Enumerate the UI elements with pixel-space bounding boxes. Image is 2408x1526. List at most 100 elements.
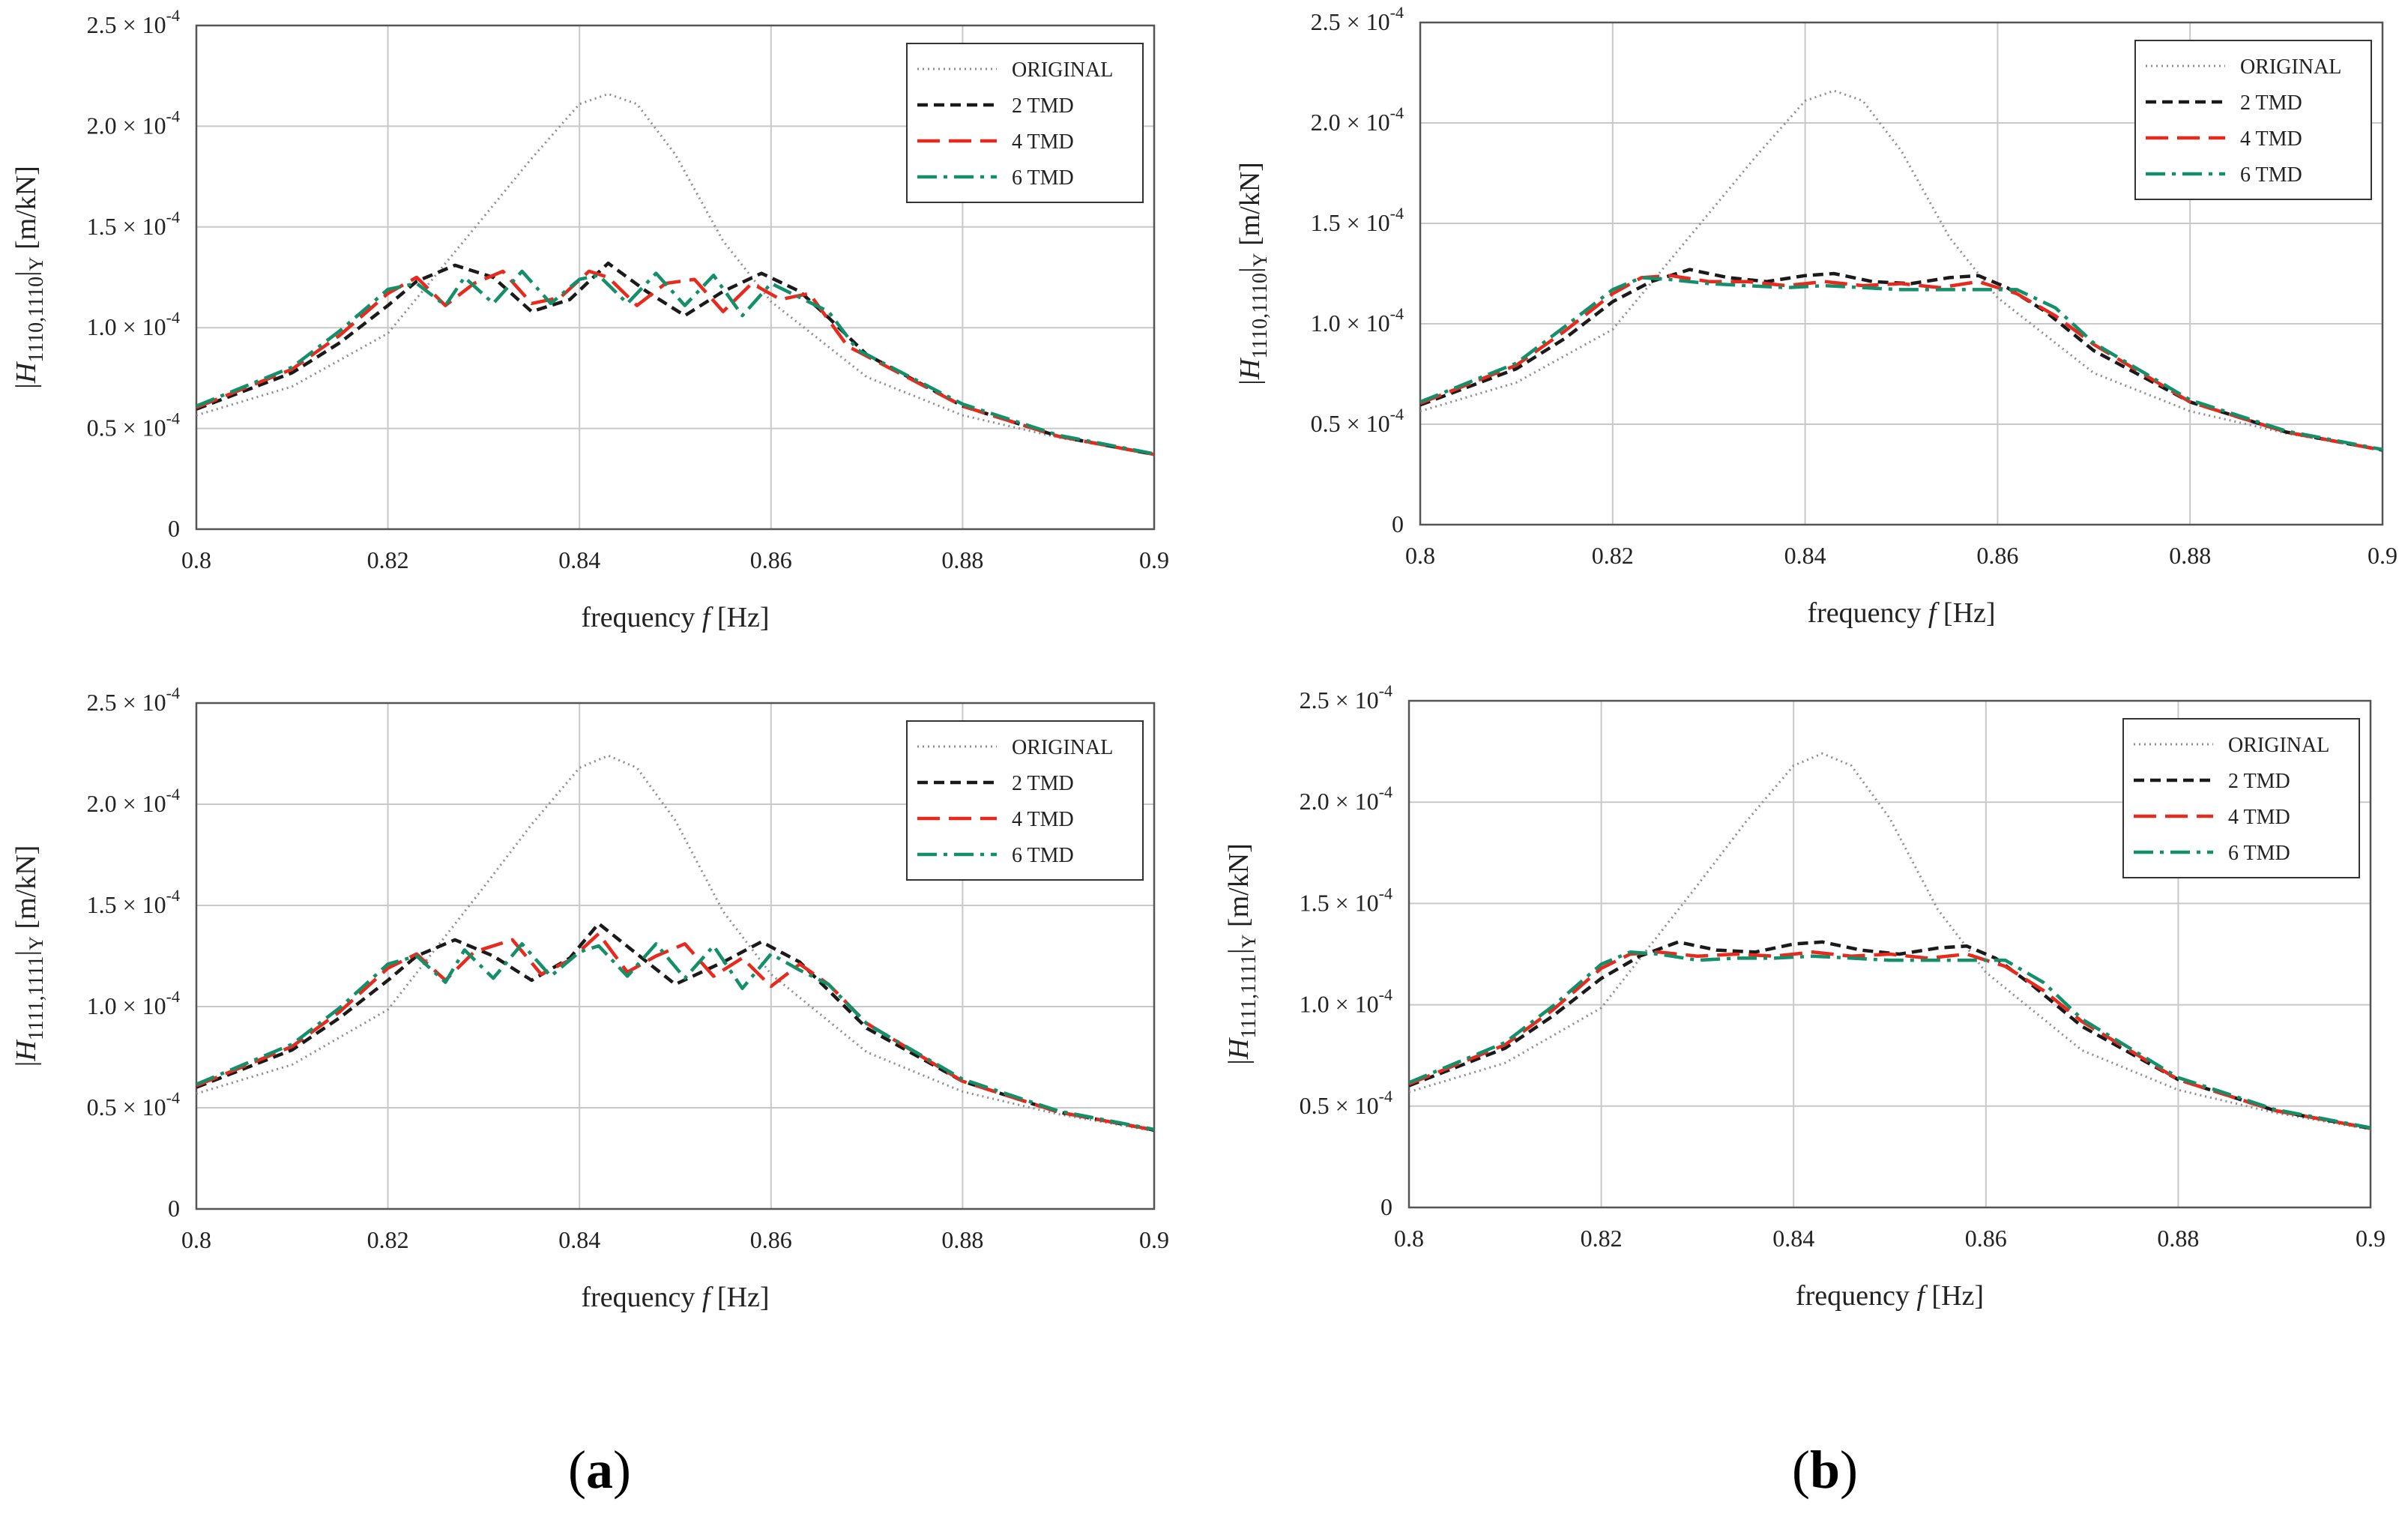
y-tick-label: 1.5 × 10-4 [87, 208, 180, 240]
y-tick-label: 2.5 × 10-4 [1311, 3, 1404, 35]
y-tick-label: 0 [1392, 510, 1404, 537]
chart-a-bottom: 0.8 0.82 0.84 0.86 0.88 0.9 0 0.5 × 10-4 1.0 × 1… [10, 684, 1169, 1313]
x-axis-label: frequency f [Hz] [581, 1282, 769, 1313]
y-tick-label: 2.5 × 10-4 [87, 6, 180, 38]
x-tick-label: 0.88 [941, 1226, 983, 1253]
y-tick-label: 1.0 × 10-4 [87, 308, 180, 340]
chart-b-bottom: 0.8 0.82 0.84 0.86 0.88 0.9 0 0.5 × 10-4 1.0 × 1… [1223, 681, 2386, 1312]
plot-frame [195, 24, 1156, 531]
series-line-6-tmd [196, 942, 1154, 1132]
series-line-original [1409, 752, 2371, 1131]
legend: ORIGINAL 2 TMD 4 TMD 6 TMD [906, 43, 1144, 203]
x-tick-label: 0.9 [2356, 1225, 2386, 1252]
y-axis-label: |H1111,1111|Y [m/kN] [1223, 843, 1261, 1065]
series-line-4-tmd [196, 932, 1154, 1132]
plot-frame [195, 702, 1156, 1210]
legend: ORIGINAL 2 TMD 4 TMD 6 TMD [2134, 40, 2372, 200]
x-tick-label: 0.84 [1772, 1225, 1814, 1252]
x-tick-label: 0.88 [2169, 542, 2211, 569]
x-tick-label: 0.86 [750, 1226, 792, 1253]
y-tick-label: 1.0 × 10-4 [87, 987, 180, 1019]
x-axis-label: frequency f [Hz] [581, 602, 769, 633]
series-line-2-tmd [1409, 940, 2371, 1130]
x-tick-label: 0.82 [367, 546, 409, 573]
x-axis-label: frequency f [Hz] [1796, 1280, 1984, 1312]
y-tick-label: 0 [168, 515, 180, 542]
legend: ORIGINAL 2 TMD 4 TMD 6 TMD [906, 720, 1144, 881]
y-tick-label: 2.0 × 10-4 [1300, 782, 1392, 815]
subfigure-label-a: (a) [568, 1440, 631, 1500]
y-tick-label: 2.0 × 10-4 [1311, 103, 1404, 136]
x-tick-label: 0.86 [750, 546, 792, 573]
legend-label: ORIGINAL [2240, 55, 2341, 79]
x-tick-label: 0.8 [181, 1226, 211, 1253]
legend-label: 4 TMD [2228, 806, 2290, 829]
y-tick-label: 0 [1380, 1193, 1392, 1220]
series-line-2-tmd [196, 922, 1154, 1132]
x-tick-label: 0.8 [1405, 542, 1435, 569]
series-line-6-tmd [1420, 276, 2383, 452]
chart-b-top: 0.8 0.82 0.84 0.86 0.88 0.9 0 0.5 × 10-4 1.0 × 1… [1234, 3, 2398, 629]
y-tick-label: 2.0 × 10-4 [87, 106, 180, 139]
series-line-4-tmd [196, 269, 1154, 456]
y-tick-label: 1.0 × 10-4 [1311, 304, 1404, 337]
series-line-6-tmd [1409, 950, 2371, 1130]
y-tick-label: 1.5 × 10-4 [87, 886, 180, 918]
series-line-4-tmd [1420, 274, 2383, 452]
y-tick-label: 0.5 × 10-4 [87, 1088, 180, 1121]
legend-label: 2 TMD [2228, 770, 2290, 793]
x-tick-label: 0.86 [1976, 542, 2018, 569]
legend-label: 4 TMD [1012, 130, 1074, 154]
x-tick-label: 0.84 [1784, 542, 1826, 569]
x-tick-label: 0.84 [558, 1226, 600, 1253]
x-tick-label: 0.84 [558, 546, 600, 573]
plot-frame [1419, 21, 2384, 526]
y-tick-label: 2.5 × 10-4 [87, 684, 180, 716]
x-tick-label: 0.82 [367, 1226, 409, 1253]
x-tick-label: 0.86 [1965, 1225, 2007, 1252]
legend: ORIGINAL 2 TMD 4 TMD 6 TMD [2122, 718, 2360, 878]
subfigure-label-b: (b) [1792, 1440, 1858, 1500]
y-axis-label: |H1110,1110|Y [m/kN] [1234, 162, 1272, 385]
series-line-6-tmd [196, 269, 1154, 456]
x-tick-label: 0.82 [1592, 542, 1634, 569]
y-axis-label: |H1110,1110|Y [m/kN] [10, 166, 48, 389]
legend-label: 4 TMD [1012, 808, 1074, 831]
plot-frame [1407, 699, 2372, 1209]
chart-panels: 0.8 0.82 0.84 0.86 0.88 0.9 0 0.5 × 10-4 1.0 × 1… [10, 3, 2398, 1313]
y-tick-label: 1.5 × 10-4 [1311, 204, 1404, 236]
legend-label: ORIGINAL [1012, 58, 1113, 82]
x-tick-label: 0.8 [1394, 1225, 1424, 1252]
legend-label: 2 TMD [2240, 91, 2302, 115]
x-tick-label: 0.9 [1139, 1226, 1169, 1253]
x-tick-label: 0.82 [1581, 1225, 1623, 1252]
legend-label: 6 TMD [2228, 842, 2290, 865]
legend-label: ORIGINAL [2228, 734, 2329, 757]
y-tick-label: 0.5 × 10-4 [1311, 405, 1404, 437]
x-tick-label: 0.88 [941, 546, 983, 573]
legend-label: 2 TMD [1012, 94, 1074, 118]
y-tick-label: 2.5 × 10-4 [1300, 681, 1392, 714]
series-line-original [196, 754, 1154, 1133]
series-line-2-tmd [1420, 268, 2383, 452]
legend-label: 2 TMD [1012, 772, 1074, 795]
y-tick-label: 0.5 × 10-4 [1300, 1087, 1392, 1119]
legend-label: 6 TMD [1012, 166, 1074, 190]
y-axis-label: |H1111,1111|Y [m/kN] [10, 845, 48, 1067]
x-tick-label: 0.9 [1139, 546, 1169, 573]
legend-label: 6 TMD [2240, 163, 2302, 187]
legend-label: 4 TMD [2240, 127, 2302, 151]
legend-label: ORIGINAL [1012, 736, 1113, 759]
chart-a-top: 0.8 0.82 0.84 0.86 0.88 0.9 0 0.5 × 10-4 1.0 × 1… [10, 6, 1169, 633]
x-tick-label: 0.88 [2157, 1225, 2199, 1252]
x-tick-label: 0.9 [2368, 542, 2398, 569]
series-line-4-tmd [1409, 950, 2371, 1130]
y-tick-label: 2.0 × 10-4 [87, 785, 180, 817]
x-tick-label: 0.8 [181, 546, 211, 573]
y-tick-label: 1.0 × 10-4 [1300, 986, 1392, 1018]
y-tick-label: 1.5 × 10-4 [1300, 884, 1392, 916]
y-tick-label: 0 [168, 1195, 180, 1222]
x-axis-label: frequency f [Hz] [1807, 597, 1995, 629]
legend-label: 6 TMD [1012, 844, 1074, 867]
